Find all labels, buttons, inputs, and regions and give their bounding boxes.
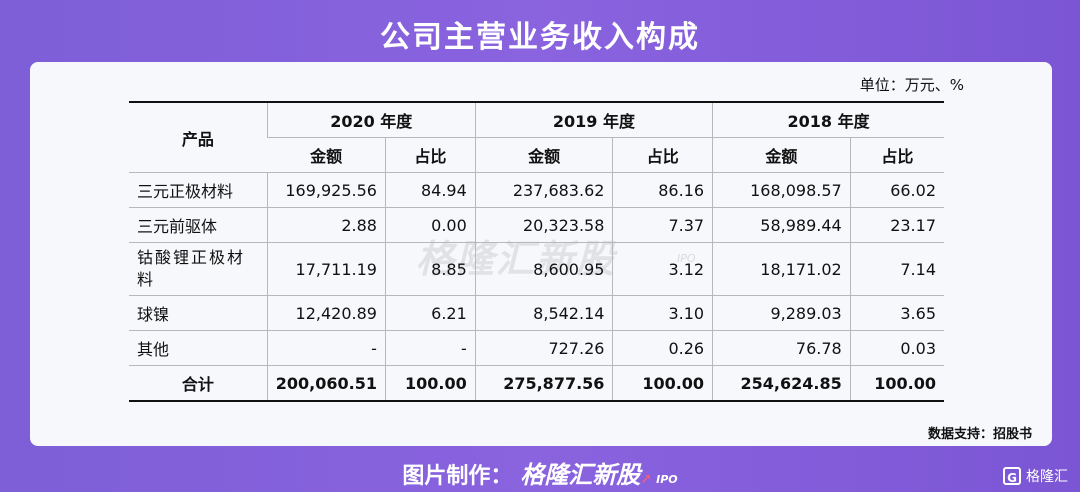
share-cell: 66.02 (849, 172, 944, 208)
amount-cell: 168,098.57 (712, 172, 851, 208)
header-amount: 金额 (474, 137, 613, 173)
amount-cell: - (266, 330, 386, 366)
product-name-cell: 钴酸锂正极材料 (129, 242, 268, 296)
share-cell: 6.21 (384, 295, 476, 331)
header-share: 占比 (849, 137, 944, 173)
share-cell: 0.26 (612, 330, 713, 366)
product-name-cell: 球镍 (129, 295, 268, 331)
table-row: 其他 - -727.26 0.26 76.78 0.03 (129, 330, 944, 366)
amount-cell: 18,171.02 (712, 242, 851, 296)
source-note: 数据支持：招股书 (927, 427, 1032, 442)
footer-prefix: 图片制作： (402, 464, 513, 489)
header-row-sub: 金额 占比 金额 占比 金额 占比 (129, 137, 944, 173)
revenue-table: 产品 2020 年度 2019 年度 2018 年度 金额 占比 金额 占比 金… (129, 101, 944, 402)
logo-icon: G (1003, 467, 1021, 485)
share-cell: 0.00 (384, 207, 476, 243)
corner-logo: G 格隆汇 (1003, 466, 1068, 486)
share-cell: 100.00 (612, 365, 713, 402)
share-cell: 8.85 (384, 242, 476, 296)
footer-brand: 格隆汇新股 (520, 461, 641, 489)
share-cell: 3.65 (849, 295, 944, 331)
page-title: 公司主营业务收入构成 (380, 20, 700, 55)
header-product: 产品 (129, 101, 268, 173)
product-name-cell: 三元正极材料 (129, 172, 268, 208)
share-cell: 7.14 (849, 242, 944, 296)
product-name-cell: 三元前驱体 (129, 207, 268, 243)
amount-cell: 17,711.19 (266, 242, 386, 296)
logo-text: 格隆汇 (1026, 469, 1068, 485)
amount-cell: 200,060.51 (266, 365, 386, 402)
table-row: 球镍 12,420.89 6.21 8,542.14 3.10 9,289.03 3.65 (129, 295, 944, 331)
header-year-2019: 2019 年度 (474, 101, 713, 138)
table-body: 三元正极材料 169,925.56 84.94 237,683.62 86.16 168,… (129, 172, 944, 402)
header-share: 占比 (612, 137, 713, 173)
header-year-2020: 2020 年度 (266, 101, 476, 138)
header-year-2018: 2018 年度 (712, 101, 944, 138)
product-name-cell: 其他 (129, 330, 268, 366)
share-cell: - (384, 330, 476, 366)
product-name-cell: 合计 (129, 365, 268, 402)
amount-cell: 76.78 (712, 330, 851, 366)
amount-cell: 727.26 (474, 330, 613, 366)
amount-cell: 12,420.89 (266, 295, 386, 331)
footer-credit: 图片制作： 格隆汇新股➚ IPO (0, 455, 1080, 490)
unit-note: 单位：万元、% (859, 76, 964, 94)
amount-cell: 58,989.44 (712, 207, 851, 243)
share-cell: 100.00 (384, 365, 476, 402)
share-cell: 0.03 (849, 330, 944, 366)
footer-ipo: IPO (656, 473, 678, 486)
table-row: 三元正极材料 169,925.56 84.94 237,683.62 86.16 168,… (129, 172, 944, 208)
header-row-years: 产品 2020 年度 2019 年度 2018 年度 (129, 101, 944, 173)
amount-cell: 254,624.85 (712, 365, 851, 402)
trend-arrow-icon: ➚ (640, 471, 653, 487)
share-cell: 3.10 (612, 295, 713, 331)
amount-cell: 20,323.58 (474, 207, 613, 243)
header-amount: 金额 (712, 137, 851, 173)
header-share: 占比 (384, 137, 476, 173)
amount-cell: 169,925.56 (266, 172, 386, 208)
share-cell: 100.00 (849, 365, 944, 402)
amount-cell: 237,683.62 (474, 172, 613, 208)
amount-cell: 9,289.03 (712, 295, 851, 331)
share-cell: 86.16 (612, 172, 713, 208)
amount-cell: 2.88 (266, 207, 386, 243)
amount-cell: 8,542.14 (474, 295, 613, 331)
share-cell: 23.17 (849, 207, 944, 243)
header-amount: 金额 (267, 137, 386, 173)
share-cell: 7.37 (612, 207, 713, 243)
table-row: 钴酸锂正极材料 17,711.19 8.85 8,600.95 3.12 18,171.0… (129, 242, 944, 296)
share-cell: 84.94 (384, 172, 476, 208)
amount-cell: 8,600.95 (474, 242, 613, 296)
table-row: 合计 200,060.51 100.00 275,877.56 100.00 254,62… (129, 365, 944, 402)
share-cell: 3.12 (612, 242, 713, 296)
amount-cell: 275,877.56 (474, 365, 613, 402)
table-row: 三元前驱体 2.88 0.00 20,323.58 7.37 58,989.44 23.17 (129, 207, 944, 243)
